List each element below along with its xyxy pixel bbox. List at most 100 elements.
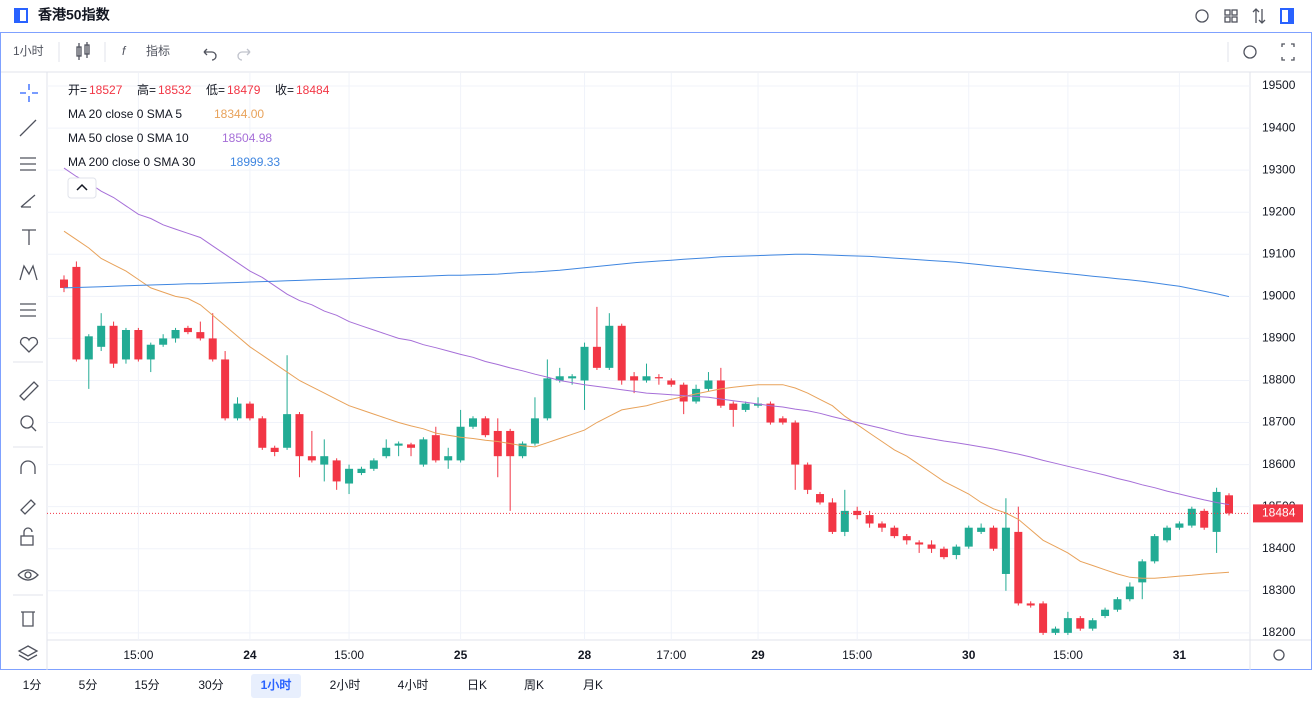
interval-tab[interactable]: 日K xyxy=(467,678,487,692)
candle-body xyxy=(952,546,961,556)
candle-body xyxy=(803,464,812,490)
interval-tab[interactable]: 周K xyxy=(524,678,544,692)
interval-tab[interactable]: 月K xyxy=(583,678,603,692)
candle-body xyxy=(630,376,639,381)
candle-body xyxy=(1150,536,1159,562)
candle-body xyxy=(989,527,998,549)
ma-line xyxy=(63,253,1230,298)
candle-body xyxy=(766,403,775,423)
ma-name: MA 20 close 0 SMA 5 xyxy=(68,107,182,121)
candle-body xyxy=(1212,491,1221,532)
plot: 18484 xyxy=(47,167,1303,635)
candle-body xyxy=(555,376,564,381)
y-tick-label: 19200 xyxy=(1262,204,1296,218)
x-tick-label: 30 xyxy=(962,648,976,662)
candle-body xyxy=(741,403,750,410)
x-tick-label: 17:00 xyxy=(656,648,686,662)
candle-body xyxy=(964,527,973,547)
candle-body xyxy=(345,468,354,484)
candle-body xyxy=(270,447,279,452)
ma-value: 18344.00 xyxy=(214,107,264,121)
y-tick-label: 18200 xyxy=(1262,625,1296,639)
y-tick-label: 18400 xyxy=(1262,541,1296,555)
ohlc-key: 高= xyxy=(137,82,156,97)
ma-value: 18504.98 xyxy=(222,131,272,145)
fullscreen[interactable] xyxy=(1281,43,1295,61)
candle-body xyxy=(692,388,701,402)
candle-body xyxy=(667,380,676,385)
candle-body xyxy=(518,443,527,457)
candle-body xyxy=(654,377,663,379)
y-tick-label: 19300 xyxy=(1262,162,1296,176)
candle-body xyxy=(134,330,143,360)
y-tick-label: 19100 xyxy=(1262,246,1296,260)
candle-body xyxy=(580,346,589,381)
candle-body xyxy=(60,279,68,288)
title: 香港50指数 xyxy=(37,7,111,23)
candle-body xyxy=(816,494,825,503)
y-tick-label: 18900 xyxy=(1262,331,1296,345)
candle-type-icon[interactable] xyxy=(76,42,90,60)
candle-body xyxy=(72,266,81,360)
candle-body xyxy=(208,338,217,360)
interval-tab[interactable]: 2小时 xyxy=(330,678,361,692)
y-tick-label: 19000 xyxy=(1262,289,1296,303)
interval-tab[interactable]: 4小时 xyxy=(398,678,429,692)
last-price-box xyxy=(1253,504,1303,523)
candle-body xyxy=(543,378,552,419)
interval-tab[interactable]: 1小时 xyxy=(261,677,292,692)
candle-body xyxy=(307,456,316,461)
x-tick-label: 15:00 xyxy=(123,648,153,662)
axis-settings[interactable] xyxy=(1273,649,1285,661)
interval-tab[interactable]: 15分 xyxy=(134,678,159,692)
header-icons[interactable] xyxy=(1195,8,1266,24)
ohlc-key: 收= xyxy=(275,83,294,97)
indicators-button[interactable]: 指标 xyxy=(146,43,170,58)
candle-body xyxy=(828,502,837,532)
drawing-tools[interactable] xyxy=(17,84,39,661)
interval-tab[interactable]: 1分 xyxy=(23,678,42,692)
candle-body xyxy=(729,403,738,410)
candle-body xyxy=(568,376,577,379)
ma-name: MA 50 close 0 SMA 10 xyxy=(68,131,189,145)
candle-body xyxy=(1101,609,1110,617)
x-tick-label: 29 xyxy=(751,648,765,662)
x-tick-label: 24 xyxy=(243,648,257,662)
candle-body xyxy=(419,439,428,465)
candle-body xyxy=(320,456,329,465)
candle-body xyxy=(444,456,453,461)
interval-tab[interactable]: 30分 xyxy=(198,678,223,692)
candle-body xyxy=(704,380,713,389)
candle-body xyxy=(1113,599,1122,610)
y-tick-label: 19400 xyxy=(1262,120,1296,134)
logo-fill xyxy=(15,9,20,22)
candle-body xyxy=(977,527,986,532)
candle-body xyxy=(283,414,292,448)
candle-body xyxy=(84,336,93,360)
settings[interactable] xyxy=(1243,45,1257,59)
y-tick-label: 19500 xyxy=(1262,78,1296,92)
undo[interactable] xyxy=(203,48,217,61)
interval-tabs: 1分 5分 15分 30分 1小时 2小时 4小时 日K 周K 月K xyxy=(23,674,603,698)
ohlc-value: 18479 xyxy=(227,83,261,97)
candle-body xyxy=(159,338,168,345)
collapse-icon xyxy=(76,183,88,191)
candle-body xyxy=(877,523,886,528)
candle-body xyxy=(939,548,948,558)
redo[interactable] xyxy=(237,48,251,61)
collapse-legend[interactable] xyxy=(67,177,97,199)
interval-tab[interactable]: 5分 xyxy=(79,678,98,692)
interval-button[interactable]: 1小时 xyxy=(13,44,44,58)
candle-body xyxy=(642,376,651,381)
candle-body xyxy=(1187,508,1196,526)
candle-body xyxy=(1200,510,1209,528)
candle-body xyxy=(1026,603,1035,606)
candle-body xyxy=(431,435,440,461)
candle-body xyxy=(902,536,911,541)
candle-body xyxy=(778,418,787,423)
candle-body xyxy=(617,325,626,381)
candle-body xyxy=(592,346,601,368)
candle-body xyxy=(1076,618,1085,629)
y-tick-label: 18700 xyxy=(1262,415,1296,429)
candle-body xyxy=(332,460,341,482)
